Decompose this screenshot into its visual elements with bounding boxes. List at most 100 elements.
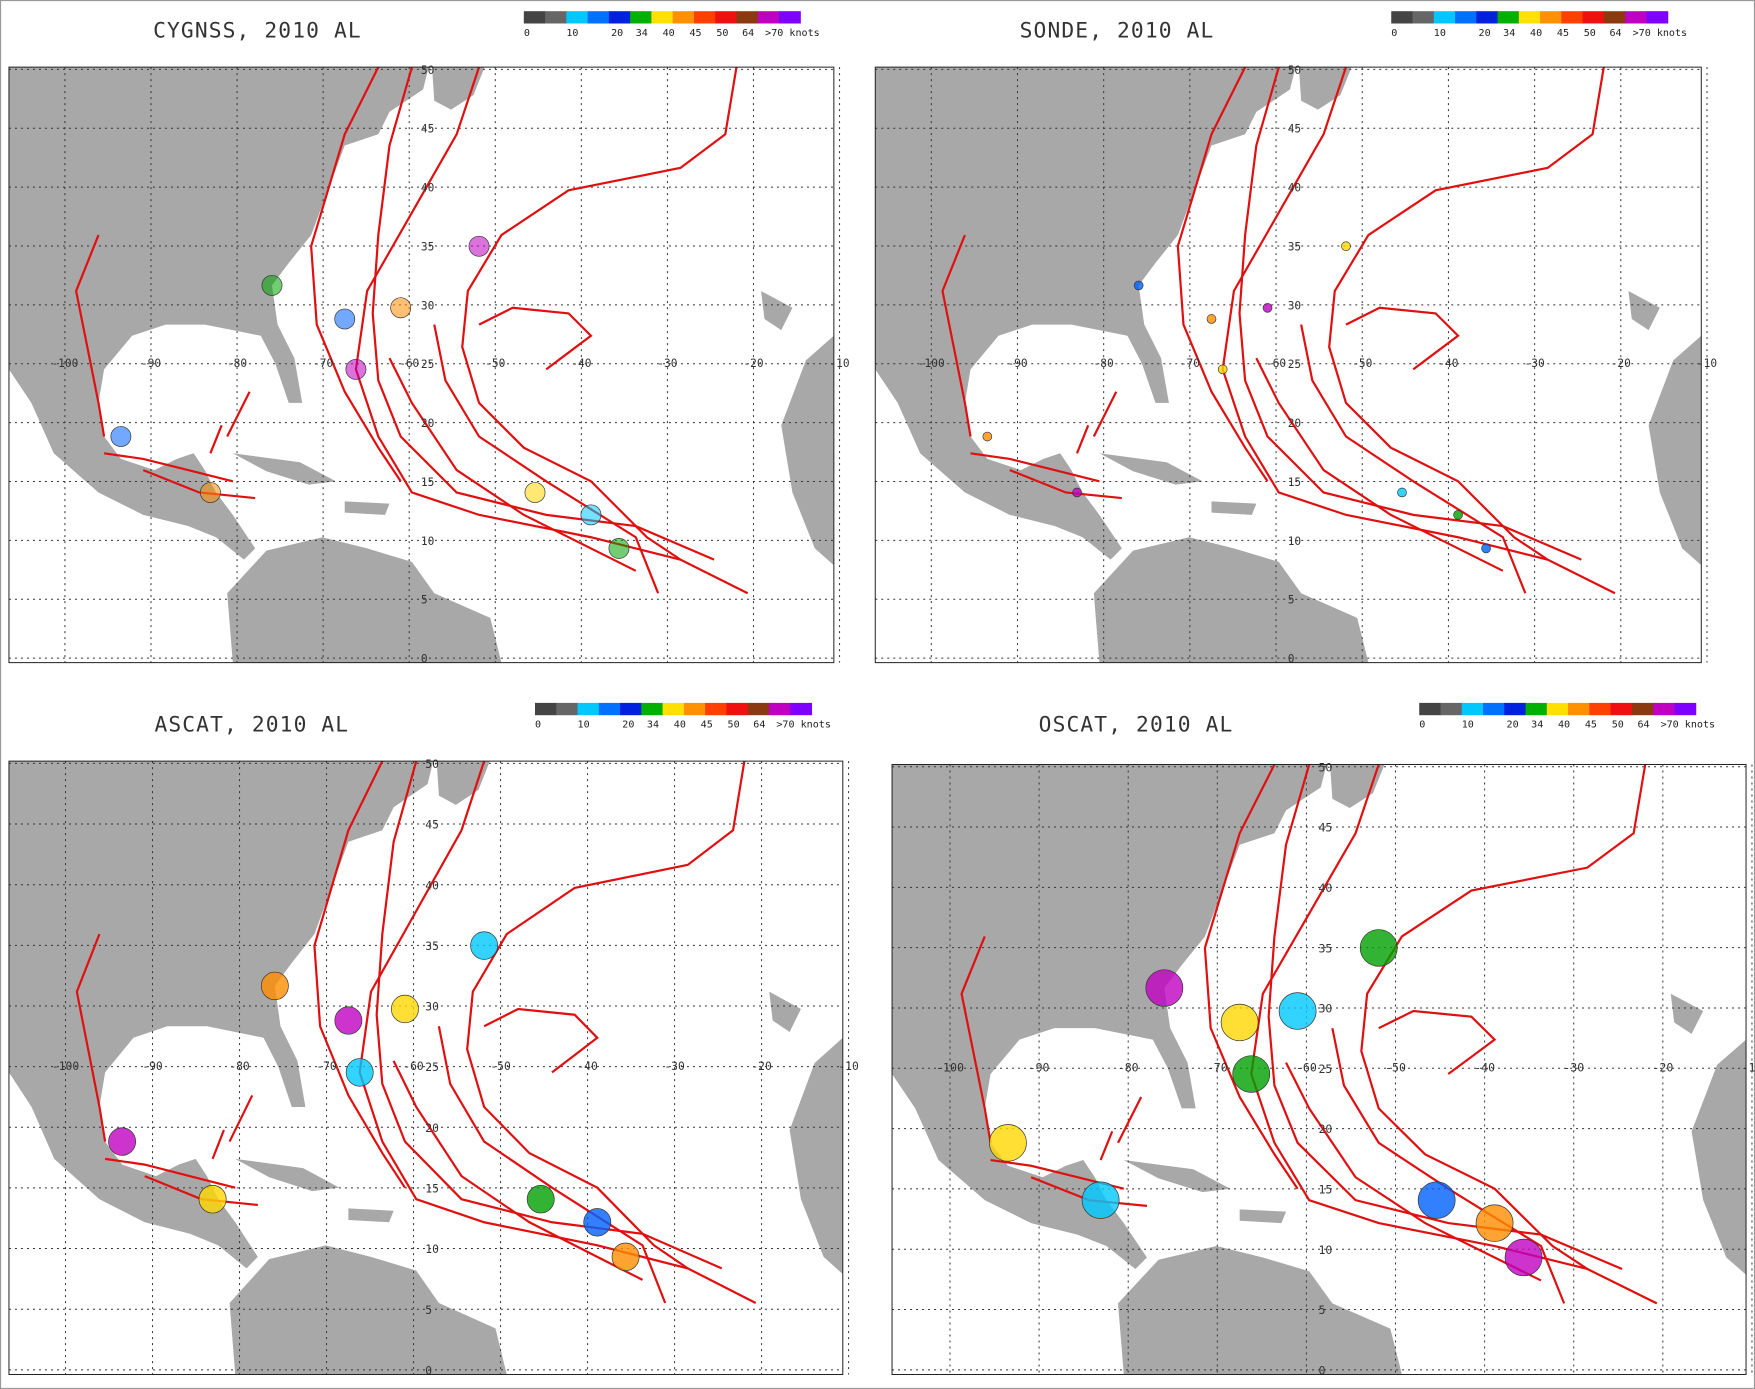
- longitude-label: -30: [664, 1059, 685, 1073]
- wind-observation: [1341, 241, 1351, 252]
- colorbar-swatch: [1610, 702, 1633, 716]
- longitude-label: -90: [142, 1059, 163, 1073]
- wind-observation: [261, 275, 283, 296]
- colorbar-swatch: [1674, 702, 1697, 716]
- wind-observation: [1133, 280, 1144, 291]
- colorbar-swatch: [1419, 702, 1442, 716]
- latitude-label: 5: [421, 594, 428, 607]
- land: [344, 501, 390, 515]
- colorbar-label: 64: [742, 28, 754, 39]
- latitude-label: 10: [425, 1242, 439, 1256]
- land: [769, 991, 801, 1033]
- colorbar-label: >70 knots: [765, 28, 820, 39]
- longitude-label: -100: [52, 1059, 79, 1073]
- storm-track: [962, 936, 991, 1142]
- colorbar-label: 45: [701, 720, 713, 731]
- longitude-label: -20: [751, 1059, 772, 1073]
- land: [432, 67, 485, 110]
- wind-observation: [108, 1127, 137, 1156]
- longitude-label: -80: [227, 357, 247, 370]
- colorbar-label: >70 knots: [1633, 28, 1688, 39]
- longitude-label: -70: [316, 1059, 337, 1073]
- map-border: [875, 67, 1701, 662]
- wind-observation: [334, 1006, 363, 1035]
- colorbar-label: 10: [566, 28, 578, 39]
- wind-observation: [468, 235, 490, 257]
- land: [1691, 1039, 1747, 1275]
- land: [235, 1158, 340, 1192]
- storm-track: [971, 453, 1100, 481]
- latitude-label: 50: [1288, 64, 1302, 77]
- map-border: [892, 764, 1746, 1374]
- colorbar-label: 10: [578, 720, 590, 731]
- colorbar-label: 20: [611, 28, 623, 39]
- colorbar-swatch: [1603, 11, 1626, 24]
- colorbar-swatch: [747, 702, 770, 716]
- land: [227, 537, 502, 663]
- colorbar-swatch: [672, 11, 695, 24]
- land: [892, 764, 1327, 1269]
- storm-track: [467, 761, 744, 1268]
- colorbar-swatch: [757, 11, 780, 24]
- wind-observation: [1232, 1055, 1271, 1093]
- colorbar-swatch: [1525, 702, 1548, 716]
- wind-observation: [1481, 543, 1491, 554]
- colorbar-label: 0: [524, 28, 530, 39]
- colorbar-label: 0: [1419, 720, 1425, 731]
- colorbar-swatch: [1568, 702, 1590, 716]
- latitude-label: 35: [425, 939, 439, 953]
- latitude-label: 35: [1318, 941, 1332, 955]
- wind-observation: [334, 308, 356, 330]
- storm-track: [1256, 358, 1503, 571]
- storm-track: [76, 235, 104, 436]
- latitude-label: 10: [1288, 535, 1302, 548]
- wind-observation: [391, 994, 419, 1024]
- colorbar-label: 20: [1507, 720, 1519, 731]
- colorbar-swatch: [577, 702, 600, 716]
- longitude-label: -80: [1118, 1061, 1139, 1075]
- storm-track: [1332, 1028, 1564, 1303]
- longitude-label: -70: [1207, 1061, 1228, 1075]
- land: [348, 1208, 394, 1223]
- longitude-label: -80: [229, 1059, 250, 1073]
- longitude-label: -20: [743, 357, 763, 370]
- latitude-label: 40: [1288, 182, 1302, 195]
- storm-track: [230, 1095, 253, 1141]
- wind-observation: [1278, 992, 1317, 1030]
- longitude-label: -100: [936, 1061, 964, 1075]
- land: [875, 67, 1296, 560]
- colorbar-swatch: [630, 11, 652, 24]
- longitude-label: -50: [1352, 357, 1372, 370]
- storm-track: [1205, 764, 1298, 1188]
- wind-observation: [1206, 314, 1217, 324]
- land: [1099, 453, 1203, 485]
- storm-track: [1286, 1063, 1541, 1281]
- wind-observation: [1504, 1238, 1543, 1277]
- latitude-label: 5: [1288, 594, 1295, 607]
- colorbar-swatch: [1631, 702, 1654, 716]
- latitude-label: 25: [1288, 358, 1301, 371]
- land: [1239, 1209, 1287, 1224]
- wind-observation: [110, 426, 132, 447]
- colorbar-swatch: [1625, 11, 1647, 24]
- map-border: [9, 761, 843, 1374]
- storm-track: [1094, 392, 1116, 437]
- latitude-label: 5: [1318, 1303, 1325, 1317]
- land: [1093, 537, 1369, 663]
- colorbar-swatch: [1461, 702, 1484, 716]
- colorbar-swatch: [1540, 11, 1562, 24]
- colorbar-swatch: [651, 11, 674, 24]
- land: [1628, 291, 1660, 331]
- longitude-label: -50: [1385, 1061, 1406, 1075]
- colorbar-swatch: [1646, 11, 1669, 24]
- latitude-label: 20: [421, 417, 435, 430]
- longitude-label: -30: [657, 357, 677, 370]
- longitude-label: -60: [403, 1059, 424, 1073]
- colorbar-label: 40: [674, 720, 686, 731]
- colorbar-label: 10: [1434, 28, 1446, 39]
- latitude-label: 10: [421, 535, 435, 548]
- wind-observation: [1217, 364, 1228, 375]
- storm-track: [143, 470, 255, 498]
- longitude-label: -90: [141, 357, 161, 370]
- latitude-label: 45: [425, 818, 439, 832]
